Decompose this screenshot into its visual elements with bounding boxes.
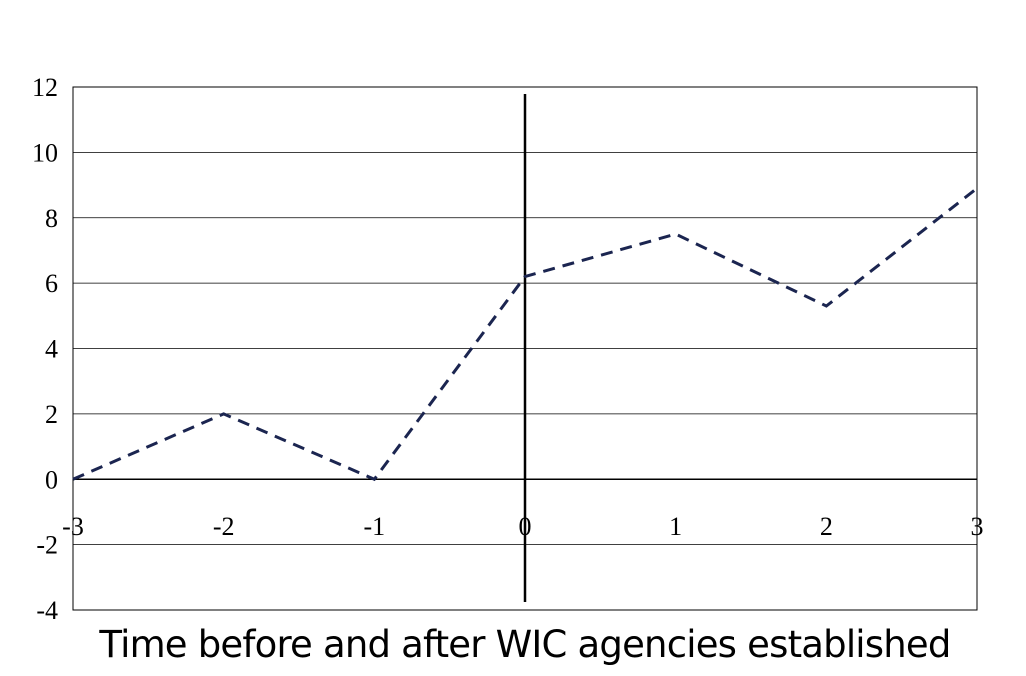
y-tick-label: 6: [45, 269, 58, 298]
x-tick-label: 3: [971, 512, 984, 541]
x-tick-label: -1: [363, 512, 385, 541]
x-tick-label: 1: [669, 512, 682, 541]
y-tick-label: 0: [45, 465, 58, 494]
series-group: [72, 187, 978, 482]
series-line: [72, 187, 978, 482]
plot-frame: [72, 86, 978, 611]
x-tick-labels: -3 -2 -1 0 1 2 3: [62, 512, 983, 541]
y-tick-label: -2: [36, 531, 58, 560]
y-tick-label: 10: [32, 138, 58, 167]
y-tick-label: -4: [36, 596, 58, 625]
y-tick-labels: -4 -2 0 2 4 6 8 10 12: [32, 73, 58, 625]
y-tick-label: 8: [45, 204, 58, 233]
x-tick-label: -3: [62, 512, 84, 541]
x-tick-label: 0: [519, 512, 532, 541]
y-tick-label: 12: [32, 73, 58, 102]
x-tick-label: 2: [820, 512, 833, 541]
x-axis-label: Time before and after WIC agencies estab…: [98, 623, 950, 666]
y-tick-label: 4: [45, 335, 58, 364]
y-tick-label: 2: [45, 400, 58, 429]
x-tick-label: -2: [213, 512, 235, 541]
